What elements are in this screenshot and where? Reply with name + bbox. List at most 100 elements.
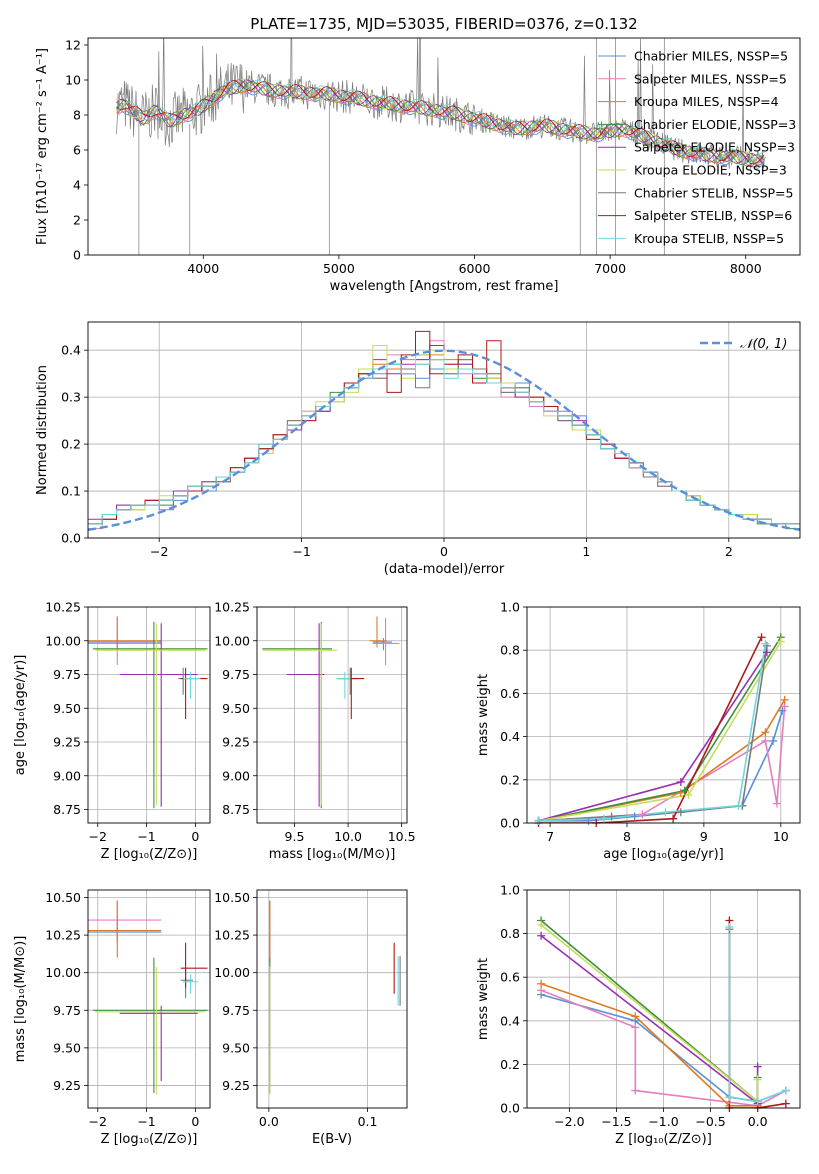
weight-marker-chabrier-miles — [584, 816, 593, 825]
legend-entry: Salpeter STELIB, NSSP=6 — [634, 208, 792, 223]
y-tick-label: 1.0 — [500, 600, 520, 615]
figure-title: PLATE=1735, MJD=53035, FIBERID=0376, z=0… — [250, 15, 637, 33]
y-tick-label: 6 — [73, 143, 81, 158]
y-tick-label: 9.75 — [222, 1003, 250, 1018]
x-axis-label: E(B-V) — [312, 1132, 352, 1147]
x-tick-label: −1 — [137, 1114, 155, 1129]
y-axis-label: Normed distribution — [35, 365, 50, 495]
weight-line-salpeter-elodie — [540, 935, 759, 1106]
y-tick-label: 10.00 — [45, 965, 81, 980]
x-tick-label: −2 — [150, 544, 168, 559]
y-tick-label: 0.8 — [500, 643, 520, 658]
y-axis-label: mass weight — [476, 958, 491, 1040]
plot-area — [538, 636, 786, 823]
weight-marker-salpeter-stelib — [669, 814, 678, 823]
axes-frame — [87, 37, 801, 256]
weight-marker-kroupa-stelib — [761, 639, 770, 648]
y-tick-label: 9.50 — [222, 701, 250, 716]
weight-marker-kroupa-elodie — [776, 637, 785, 646]
y-tick-label: 1.0 — [500, 883, 520, 898]
x-tick-label: 6000 — [459, 261, 491, 276]
residuals-panel: −2 −1 0 1 2 0.0 0.1 0.2 0.3 0.4 (data-model)/error… — [35, 321, 801, 577]
model-spectrum-line-kroupa-stelib — [116, 79, 765, 164]
y-tick-label: 9.25 — [53, 735, 81, 750]
age-vs-mass-panel: 9.5 10.0 10.5 8.75 9.00 9.25 9.50 9.75 10.00 10.2… — [214, 600, 415, 863]
plot-area — [116, 38, 767, 255]
weight-marker-chabrier-stelib — [676, 808, 685, 817]
x-tick-label: 10.5 — [388, 829, 416, 844]
weight-marker-chabrier-miles — [769, 736, 778, 745]
plot-area — [88, 900, 208, 1095]
y-tick-label: 10.50 — [214, 890, 250, 905]
normal-curve — [88, 349, 800, 531]
weight-marker-salpeter-miles — [772, 799, 781, 808]
x-tick-label: −1.0 — [648, 1114, 678, 1129]
x-tick-label: 4000 — [187, 261, 219, 276]
y-tick-label: 4 — [73, 178, 81, 193]
weight-marker-salpeter-miles — [631, 1023, 640, 1032]
x-axis-label: Z [log₁₀(Z/Z⊙)] — [101, 1132, 198, 1147]
x-axis-label: wavelength [Angstrom, rest frame] — [330, 279, 559, 294]
y-tick-label: 0.2 — [500, 1057, 520, 1072]
x-tick-label: 0.0 — [748, 1114, 768, 1129]
weight-marker-salpeter-elodie — [537, 931, 546, 940]
weight-marker-kroupa-stelib — [725, 1093, 734, 1102]
weight-marker-salpeter-elodie — [676, 777, 685, 786]
x-tick-label: −0.5 — [695, 1114, 725, 1129]
weight-marker-kroupa-miles — [537, 979, 546, 988]
weight-line-chabrier-stelib — [728, 929, 758, 1103]
y-tick-label: 0.6 — [500, 970, 520, 985]
x-tick-label: 0 — [191, 829, 199, 844]
y-tick-label: 0.0 — [500, 816, 520, 831]
y-tick-label: 0.2 — [500, 772, 520, 787]
y-tick-label: 9.25 — [222, 1078, 250, 1093]
weight-marker-kroupa-miles — [780, 695, 789, 704]
weight-line-chabrier-stelib — [538, 645, 768, 822]
legend-entry: Kroupa STELIB, NSSP=5 — [634, 231, 784, 246]
y-axis-label: mass [log₁₀(M/M⊙)] — [13, 936, 28, 1063]
model-spectrum-line-salpeter-stelib — [116, 80, 765, 165]
x-axis-label: Z [log₁₀(Z/Z⊙)] — [615, 1132, 712, 1147]
y-tick-label: 0.4 — [61, 343, 81, 358]
y-tick-label: 0 — [73, 248, 81, 263]
y-tick-label: 10.00 — [214, 965, 250, 980]
weight-line-kroupa-stelib — [728, 927, 787, 1103]
axes-frame — [87, 321, 801, 539]
x-tick-label: 9.5 — [285, 829, 305, 844]
plot-area — [88, 330, 800, 531]
y-tick-label: 0.8 — [500, 926, 520, 941]
axes-frame — [256, 889, 408, 1109]
weight-line-salpeter-stelib — [538, 636, 763, 823]
x-tick-label: −2 — [89, 829, 107, 844]
y-tick-label: 0.4 — [500, 1013, 520, 1028]
y-tick-label: 9.25 — [53, 1078, 81, 1093]
y-tick-label: 12 — [65, 38, 81, 53]
y-tick-label: 9.50 — [222, 1040, 250, 1055]
plot-area — [269, 900, 401, 1095]
weight-line-kroupa-elodie — [540, 924, 759, 1104]
y-tick-label: 9.25 — [222, 735, 250, 750]
legend-entry: Salpeter MILES, NSSP=5 — [634, 71, 787, 86]
x-axis-label: (data-model)/error — [384, 562, 505, 577]
axes-frame — [87, 606, 211, 824]
y-tick-label: 0.1 — [61, 484, 81, 499]
y-tick-label: 9.00 — [53, 768, 81, 783]
x-tick-label: 7000 — [594, 261, 626, 276]
y-tick-label: 10.25 — [45, 928, 81, 943]
weight-line-kroupa-stelib — [538, 643, 767, 822]
x-tick-label: −1.5 — [601, 1114, 631, 1129]
y-tick-label: 0.6 — [500, 686, 520, 701]
plot-area — [262, 616, 400, 809]
axes-frame — [87, 889, 211, 1109]
weight-vs-age-panel: 7 8 9 10 0.0 0.2 0.4 0.6 0.8 1.0 age [log₁₀(age/yr… — [476, 600, 801, 862]
y-tick-label: 2 — [73, 213, 81, 228]
y-tick-label: 8.75 — [222, 802, 250, 817]
y-axis-label: age [log₁₀(age/yr)] — [13, 655, 28, 776]
model-spectrum-line-chabrier-stelib — [116, 79, 765, 166]
x-tick-label: 10.0 — [334, 829, 362, 844]
y-tick-label: 0.0 — [500, 1101, 520, 1116]
legend-entry: Salpeter ELODIE, NSSP=3 — [634, 140, 795, 155]
y-tick-label: 10.25 — [45, 600, 81, 615]
y-tick-label: 0.0 — [61, 531, 81, 546]
y-tick-label: 0.2 — [61, 437, 81, 452]
